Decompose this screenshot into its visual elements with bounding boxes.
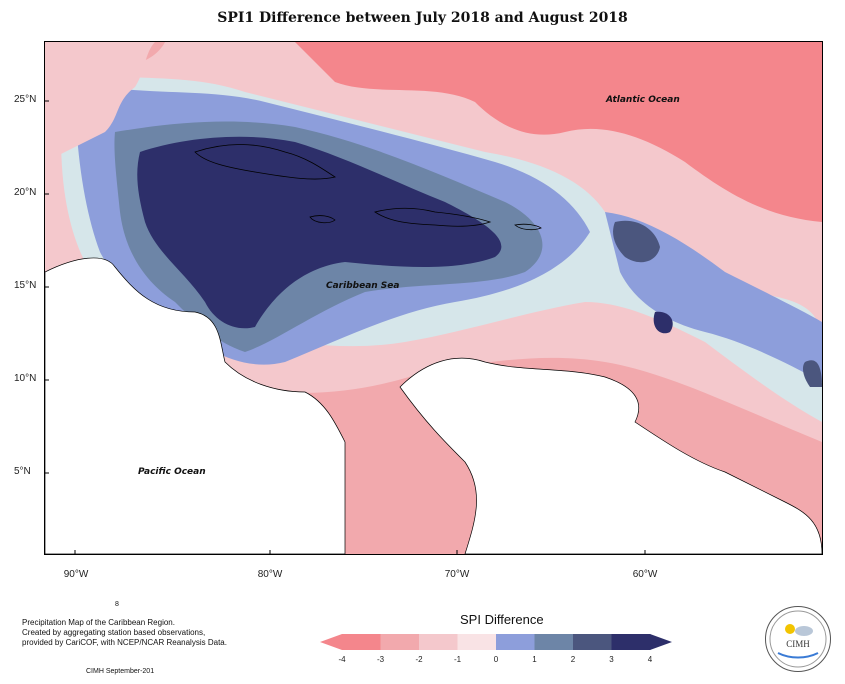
lon-label-90: 90°W bbox=[63, 569, 89, 580]
legend-tick-label: -3 bbox=[377, 655, 385, 664]
wave-icon bbox=[777, 652, 819, 659]
puerto-rico-outline bbox=[514, 223, 542, 231]
legend-swatch bbox=[380, 634, 420, 650]
atlantic-ocean-label: Atlantic Ocean bbox=[606, 95, 680, 105]
strong-negative-core bbox=[137, 136, 502, 329]
lon-label-80: 80°W bbox=[257, 569, 283, 580]
legend-tick-label: 3 bbox=[609, 655, 614, 664]
legend-tick-label: 1 bbox=[532, 655, 537, 664]
negative-pocket-antilles bbox=[613, 220, 660, 263]
cuba-outline bbox=[194, 144, 336, 180]
description-line-2: Created by aggregating station based obs… bbox=[22, 628, 206, 637]
caribbean-sea-label: Caribbean Sea bbox=[326, 281, 400, 291]
legend-tick-label: -1 bbox=[454, 655, 462, 664]
legend-svg: -4 -3 -2 -1 0 1 2 3 4 bbox=[320, 634, 672, 664]
logo-text: CIMH bbox=[786, 639, 810, 649]
spi-difference-map bbox=[44, 41, 823, 555]
map-title: SPI1 Difference between July 2018 and Au… bbox=[217, 10, 628, 26]
south-america-land bbox=[399, 357, 822, 554]
cimh-logo-icon: CIMH bbox=[765, 606, 831, 672]
cimh-logo-graphic: CIMH bbox=[769, 610, 827, 668]
positive-anomaly-region bbox=[295, 42, 822, 222]
sun-icon bbox=[785, 624, 795, 634]
lat-label-25: 25°N bbox=[14, 94, 37, 105]
map-canvas bbox=[45, 42, 822, 554]
lon-label-70: 70°W bbox=[444, 569, 470, 580]
lat-label-20: 20°N bbox=[14, 187, 37, 198]
legend-tick-label: -2 bbox=[415, 655, 423, 664]
lat-label-10: 10°N bbox=[14, 373, 37, 384]
legend-colorbar: -4 -3 -2 -1 0 1 2 3 4 bbox=[312, 630, 682, 671]
jamaica-outline bbox=[309, 215, 336, 224]
lon-label-60: 60°W bbox=[632, 569, 658, 580]
legend-arrow-high bbox=[650, 634, 672, 650]
legend-swatch bbox=[457, 634, 497, 650]
legend-tick-label: 2 bbox=[571, 655, 576, 664]
lat-label-15: 15°N bbox=[14, 280, 37, 291]
negative-pocket-barbados bbox=[653, 311, 673, 334]
legend-tick-label: -4 bbox=[338, 655, 346, 664]
negative-region-atlantic bbox=[605, 212, 822, 382]
logo-ring bbox=[769, 610, 827, 668]
legend-tick-label: 4 bbox=[648, 655, 653, 664]
legend-swatch bbox=[534, 634, 574, 650]
hispaniola-outline bbox=[374, 207, 492, 227]
legend-arrow-low bbox=[320, 634, 342, 650]
description-line-1: Precipitation Map of the Caribbean Regio… bbox=[22, 618, 175, 627]
description-line-3: provided by CariCOF, with NCEP/NCAR Rean… bbox=[22, 638, 227, 647]
legend-swatch bbox=[611, 634, 651, 650]
negative-pocket-east bbox=[802, 360, 822, 387]
cloud-icon bbox=[795, 626, 813, 636]
legend-tick-label: 0 bbox=[494, 655, 499, 664]
florida-region bbox=[45, 42, 155, 162]
legend-swatch bbox=[342, 634, 381, 650]
legend-swatch bbox=[496, 634, 535, 650]
credit-text: CIMH September-201 bbox=[86, 668, 155, 675]
legend-swatch bbox=[419, 634, 458, 650]
page-mark: 8 bbox=[115, 601, 119, 608]
pacific-ocean-label: Pacific Ocean bbox=[138, 467, 206, 477]
central-america-land bbox=[45, 257, 346, 554]
lat-label-5: 5°N bbox=[14, 466, 31, 477]
legend-title: SPI Difference bbox=[460, 612, 544, 627]
map-description: Precipitation Map of the Caribbean Regio… bbox=[22, 618, 272, 648]
legend-swatch bbox=[573, 634, 612, 650]
